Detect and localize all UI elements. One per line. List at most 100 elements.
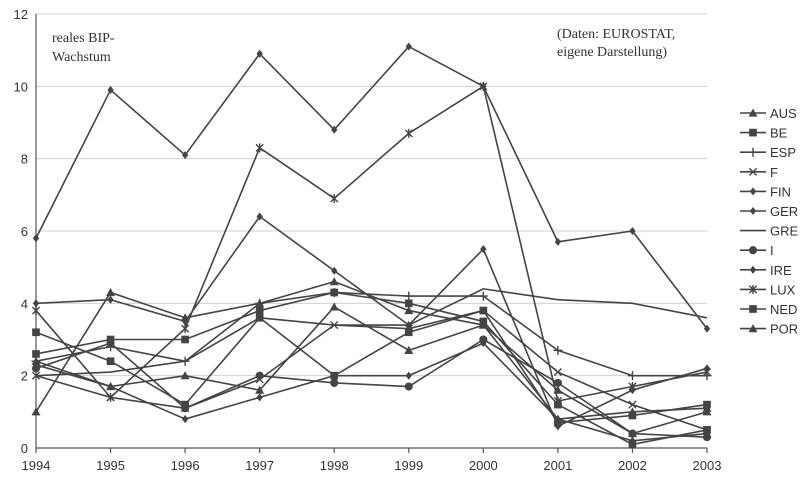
y-tick-label: 4 xyxy=(21,296,28,311)
y-tick-label: 2 xyxy=(21,369,28,384)
data-point-be xyxy=(703,400,711,409)
data-point-por xyxy=(255,298,265,307)
legend-marker-i xyxy=(748,246,758,255)
data-point-por xyxy=(329,277,339,286)
data-point-i xyxy=(31,364,41,373)
legend-label-lux: LUX xyxy=(770,282,796,297)
x-tick-label: 2000 xyxy=(469,458,498,473)
data-point-ned xyxy=(628,440,637,449)
data-point-por xyxy=(702,407,712,416)
legend-item-gre: GRE xyxy=(740,224,799,239)
data-point-aus xyxy=(329,302,339,311)
data-point-fin xyxy=(256,212,263,221)
data-point-ire xyxy=(629,226,636,236)
legend-marker-f xyxy=(748,167,758,176)
data-point-be xyxy=(404,328,413,337)
legend-label-aus: AUS xyxy=(770,106,797,121)
data-point-lux xyxy=(628,382,637,392)
data-point-ire xyxy=(405,42,412,51)
data-point-ned xyxy=(32,350,40,358)
series-line-esp xyxy=(35,291,707,377)
data-point-ire xyxy=(32,234,40,243)
data-point-ned xyxy=(404,299,413,308)
legend-label-ger: GER xyxy=(770,204,798,219)
data-point-ger xyxy=(554,415,562,424)
series-lux xyxy=(31,81,712,406)
y-tick-label: 6 xyxy=(21,224,28,239)
annotation-right-line2: eigene Darstellung) xyxy=(557,45,667,60)
legend-marker-fin xyxy=(749,187,757,196)
series-line-fin xyxy=(35,215,708,428)
data-point-por xyxy=(553,385,563,394)
legend-marker-aus xyxy=(748,108,758,117)
series-line-por xyxy=(35,280,708,435)
data-point-por xyxy=(180,313,190,322)
data-point-ire xyxy=(331,125,338,134)
legend-marker-ned xyxy=(749,305,757,313)
data-point-por xyxy=(31,407,41,416)
data-point-ire xyxy=(554,237,562,246)
data-point-esp xyxy=(553,345,563,355)
data-point-ned xyxy=(255,306,264,315)
legend-marker-esp xyxy=(748,147,758,157)
x-tick-label: 2003 xyxy=(693,458,722,473)
data-point-esp xyxy=(404,291,414,301)
legend-label-por: POR xyxy=(770,322,798,337)
y-tick-label: 10 xyxy=(14,79,28,94)
y-tick-label: 8 xyxy=(21,152,28,167)
legend-item-ire: IRE xyxy=(740,263,792,278)
annotation-left-line2: Wachstum xyxy=(52,50,111,65)
legend-label-gre: GRE xyxy=(770,224,799,239)
data-point-lux xyxy=(330,193,339,203)
series-por xyxy=(31,277,712,438)
data-point-por xyxy=(404,306,414,315)
data-point-i xyxy=(181,404,190,413)
legend: AUS BE ESP F FIN GER GRE I IRE LUX NED POR xyxy=(740,106,799,337)
legend-item-ned: NED xyxy=(740,302,797,317)
legend-item-i: I xyxy=(740,243,774,258)
data-point-f xyxy=(479,306,488,315)
data-point-lux xyxy=(106,392,115,402)
x-tick-label: 1996 xyxy=(171,458,200,473)
series-line-ned xyxy=(35,291,708,446)
series-line-ire xyxy=(35,45,708,330)
data-point-ger xyxy=(181,415,189,424)
data-point-por xyxy=(627,429,637,438)
data-point-ire xyxy=(703,324,711,333)
series-line-i xyxy=(35,338,708,438)
data-point-fin xyxy=(554,422,562,431)
data-point-fin xyxy=(331,266,338,275)
axes: 0 2 4 6 8 10 12 1994 1995 1996 1997 1998 1999 2000 200… xyxy=(14,7,722,473)
legend-item-ger: GER xyxy=(740,204,798,219)
data-point-lux xyxy=(702,367,712,377)
data-point-lux xyxy=(479,81,488,91)
data-point-ger xyxy=(256,393,263,402)
data-point-ire xyxy=(256,49,263,58)
series-line-aus xyxy=(35,306,708,420)
data-point-i xyxy=(553,378,562,387)
data-point-ger xyxy=(107,382,114,391)
legend-item-lux: LUX xyxy=(740,282,796,297)
legend-label-ire: IRE xyxy=(770,263,792,278)
data-point-aus xyxy=(404,345,414,354)
data-point-ire xyxy=(181,151,189,160)
data-point-f xyxy=(553,367,562,377)
x-tick-label: 1994 xyxy=(22,458,51,473)
data-point-be xyxy=(106,357,115,366)
data-point-por xyxy=(478,320,488,329)
legend-label-fin: FIN xyxy=(770,184,791,199)
legend-item-por: POR xyxy=(740,322,798,337)
series-group xyxy=(31,42,712,449)
y-tick-label: 0 xyxy=(21,441,28,456)
annotation-left-line1: reales BIP- xyxy=(52,31,115,46)
legend-marker-ire xyxy=(749,265,757,274)
series-gre xyxy=(35,288,708,377)
data-point-aus xyxy=(255,385,265,394)
legend-item-be: BE xyxy=(740,126,788,141)
data-point-lux xyxy=(255,143,264,153)
series-line-gre xyxy=(35,288,708,377)
data-point-ned xyxy=(106,335,115,344)
y-tick-label: 12 xyxy=(14,7,28,22)
legend-label-ned: NED xyxy=(770,302,797,317)
legend-item-f: F xyxy=(740,165,778,180)
